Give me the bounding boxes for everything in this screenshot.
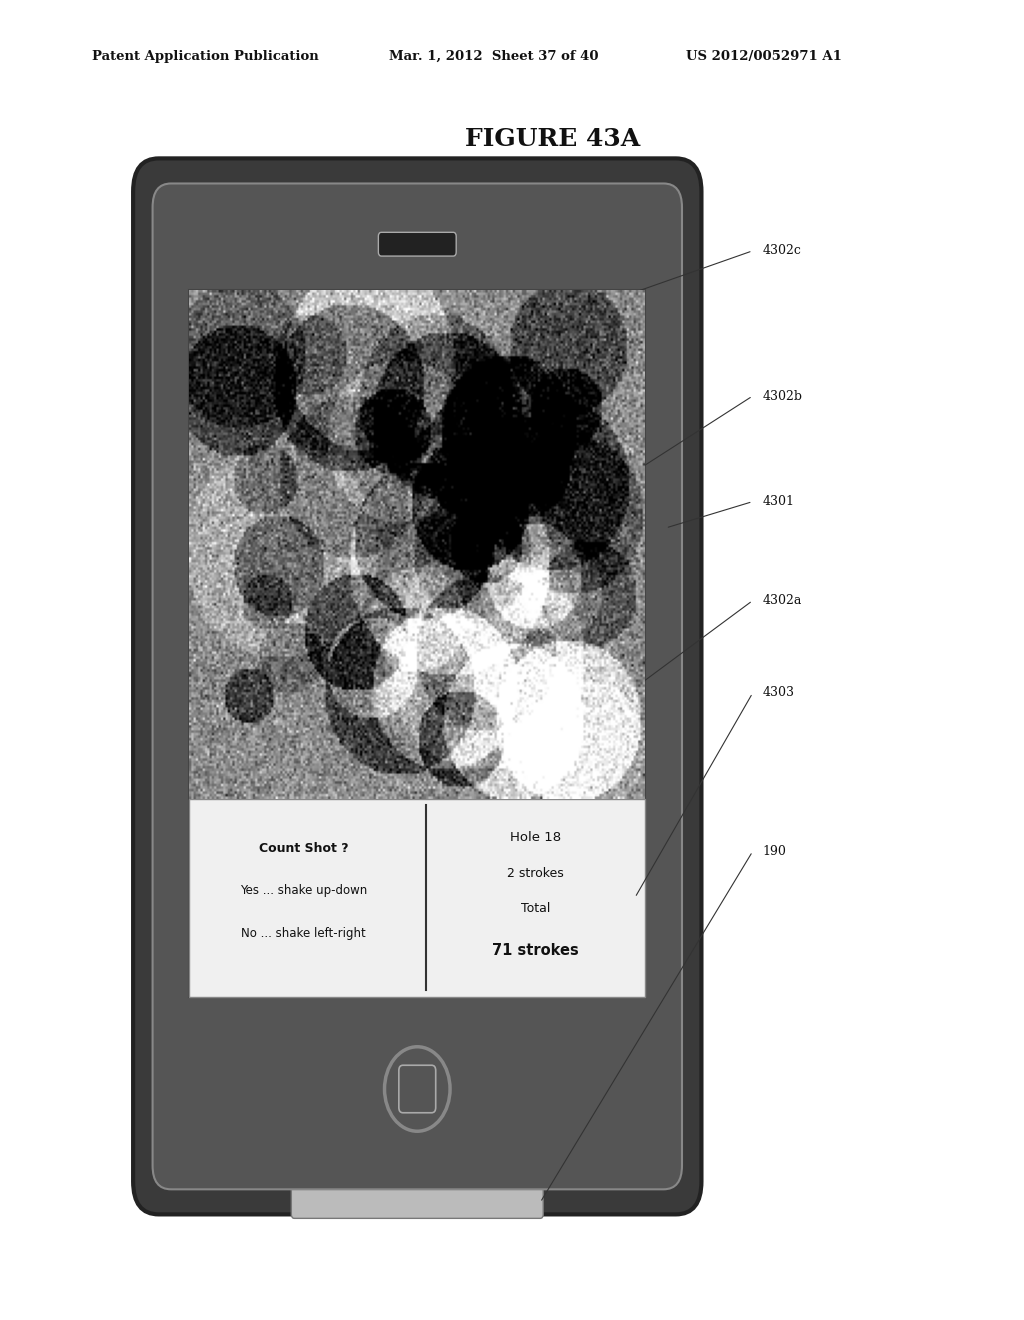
Text: Yes ... shake up-down: Yes ... shake up-down [240,884,367,898]
FancyBboxPatch shape [292,1187,543,1218]
Circle shape [394,1060,440,1118]
FancyBboxPatch shape [379,232,457,256]
Text: 4302a: 4302a [763,594,802,607]
Text: Mar. 1, 2012  Sheet 37 of 40: Mar. 1, 2012 Sheet 37 of 40 [389,50,599,63]
Text: 2 strokes: 2 strokes [507,866,564,879]
Text: No ... shake left-right: No ... shake left-right [241,927,366,940]
Text: 71 strokes: 71 strokes [493,944,580,958]
Text: 190: 190 [763,845,786,858]
Text: Hole 18: Hole 18 [510,832,561,845]
Text: 4302b: 4302b [763,389,803,403]
FancyBboxPatch shape [133,158,701,1214]
Text: 4303: 4303 [763,686,795,700]
Text: Total: Total [521,902,551,915]
Text: FIGURE 43A: FIGURE 43A [465,127,641,150]
Text: US 2012/0052971 A1: US 2012/0052971 A1 [686,50,842,63]
Text: 4301: 4301 [763,495,795,508]
Text: 4302c: 4302c [763,244,802,257]
FancyBboxPatch shape [153,183,682,1189]
Text: Count Shot ?: Count Shot ? [258,842,348,855]
Bar [189,799,645,997]
Text: Patent Application Publication: Patent Application Publication [92,50,318,63]
Bar [189,290,645,997]
